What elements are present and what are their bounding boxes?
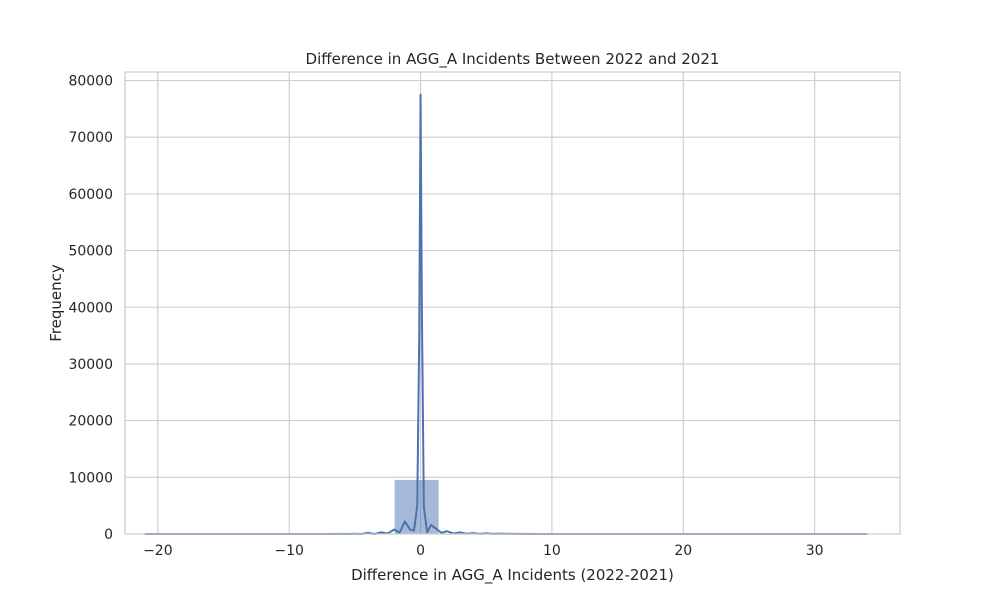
- chart-title: Difference in AGG_A Incidents Between 20…: [306, 50, 720, 69]
- grid: [125, 72, 900, 535]
- x-tick-label: 30: [806, 543, 824, 559]
- y-tick-label: 10000: [68, 470, 113, 486]
- x-tick-label: 10: [543, 543, 561, 559]
- y-tick-label: 40000: [68, 300, 113, 316]
- y-tick-labels: 0 10000 20000 30000 40000 50000 60000 70000 8000…: [68, 74, 113, 543]
- y-axis-label: Frequency: [47, 264, 65, 342]
- x-axis-label: Difference in AGG_A Incidents (2022-2021…: [351, 566, 674, 585]
- y-tick-label: 20000: [68, 414, 113, 430]
- x-tick-labels: −20 −10 0 10 20 30: [143, 543, 823, 559]
- x-tick-label: 20: [674, 543, 692, 559]
- y-tick-label: 30000: [68, 357, 113, 373]
- y-tick-label: 0: [104, 527, 113, 543]
- x-tick-label: −10: [274, 543, 304, 559]
- y-tick-label: 50000: [68, 244, 113, 260]
- x-tick-label: 0: [416, 543, 425, 559]
- plot-frame: [124, 71, 901, 535]
- x-tick-label: −20: [143, 543, 173, 559]
- y-tick-label: 70000: [68, 130, 113, 146]
- y-tick-label: 80000: [68, 74, 113, 90]
- y-tick-label: 60000: [68, 187, 113, 203]
